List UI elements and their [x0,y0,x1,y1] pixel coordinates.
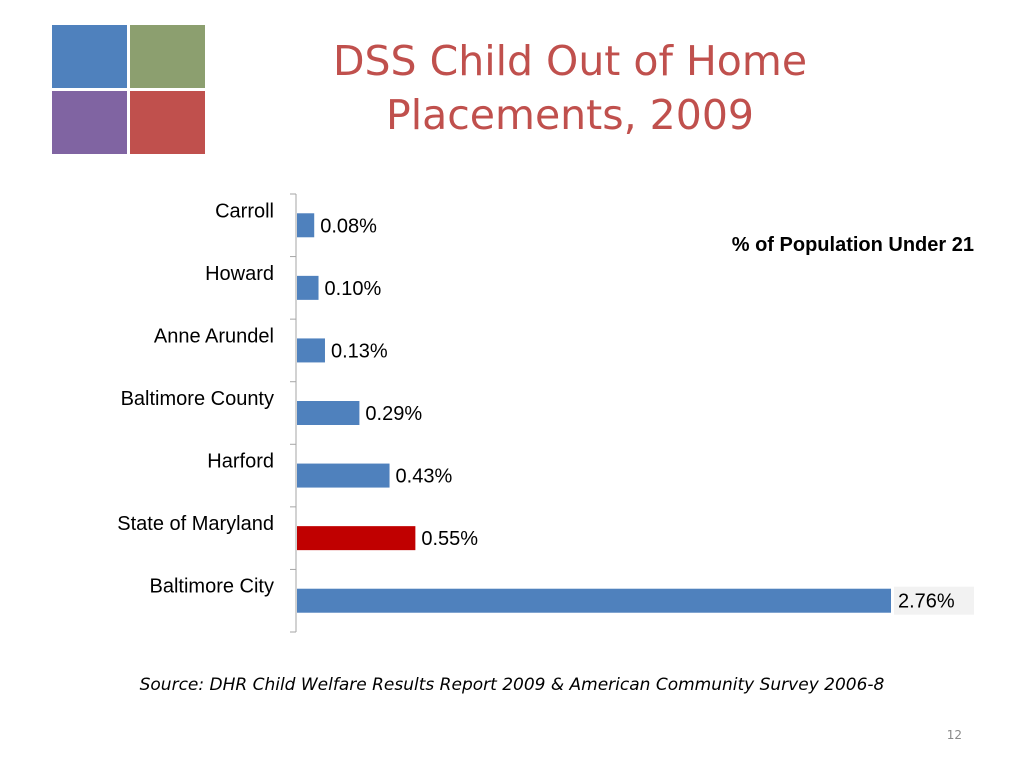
slide-title: DSS Child Out of Home Placements, 2009 [332,37,808,139]
category-label: Baltimore City [150,576,274,598]
data-label: 0.08% [320,215,377,237]
category-label: Howard [205,263,274,285]
data-label-background [894,586,974,615]
slide-number: 12 [946,728,962,742]
data-label: 2.76% [898,591,955,613]
category-label: Baltimore County [121,388,274,410]
category-label: State of Maryland [117,513,274,535]
bar [297,588,891,613]
logo-square-green [130,25,205,88]
bar [297,463,390,488]
logo-square-purple [52,91,127,154]
bar [297,213,315,238]
logo [52,25,205,154]
chart-annotation: % of Population Under 21 [732,234,974,256]
bar [297,526,416,551]
bar [297,401,360,425]
source-note: Source: DHR Child Welfare Results Report… [139,675,885,695]
category-label: Harford [207,451,274,473]
data-label: 0.55% [421,528,478,550]
category-label: Carroll [215,200,274,222]
bar [297,275,319,300]
data-label: 0.10% [325,278,382,300]
data-label: 0.29% [365,403,422,425]
bar [297,338,325,363]
data-label: 0.13% [331,340,388,362]
logo-square-red [130,91,205,154]
category-label: Anne Arundel [154,325,274,347]
logo-square-blue [52,25,127,88]
data-label: 0.43% [396,466,453,488]
